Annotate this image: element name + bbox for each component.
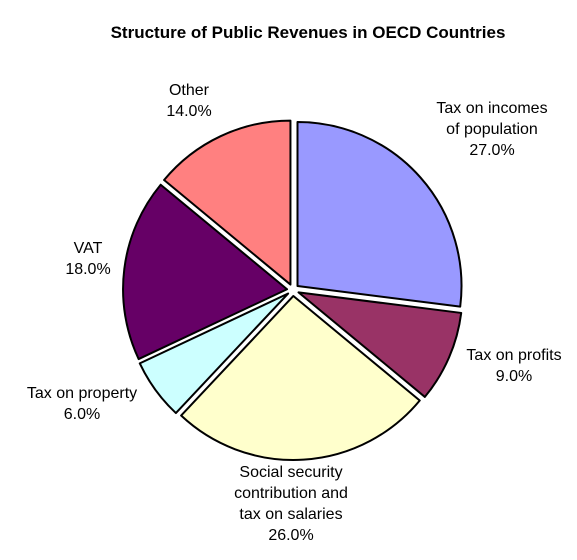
chart-title: Structure of Public Revenues in OECD Cou… [111, 23, 506, 42]
slice-value-label: 26.0% [268, 527, 313, 544]
slice-tax-on-incomes-of-population [296, 121, 463, 308]
slice-name-line: Social security [239, 464, 342, 481]
slice-name-line: VAT [74, 240, 103, 257]
slice-value-label: 18.0% [65, 261, 110, 278]
pie-slices [122, 119, 463, 461]
slice-value-label: 27.0% [469, 142, 514, 159]
slice-name-line: Tax on property [27, 385, 137, 402]
slice-vat-label: VAT 18.0% [65, 240, 110, 278]
slice-name-line: Tax on profits [466, 347, 561, 364]
slice-social-security-contribution-and-tax-on-salaries [180, 294, 421, 461]
slice-tax-on-incomes-of-population-label: Tax on incomes of population 27.0% [436, 100, 547, 159]
slice-vat [122, 183, 289, 361]
pie-labels: Tax on incomes of population 27.0% Tax on p… [27, 82, 562, 544]
slice-tax-on-profits-label: Tax on profits 9.0% [466, 347, 561, 385]
slice-name-line: Tax on incomes [436, 100, 547, 117]
slice-other-label: Other 14.0% [166, 82, 211, 120]
slice-tax-on-property-label: Tax on property 6.0% [27, 385, 137, 423]
slice-tax-on-property [138, 292, 290, 415]
slice-value-label: 14.0% [166, 103, 211, 120]
slice-value-label: 6.0% [64, 406, 100, 423]
slice-name-line: of population [446, 121, 538, 138]
slice-name-line: tax on salaries [239, 506, 342, 523]
slice-other [163, 119, 292, 286]
slice-name-line: contribution and [234, 485, 348, 502]
slice-tax-on-profits [297, 291, 463, 398]
slice-name-line: Other [169, 82, 210, 99]
slice-value-label: 9.0% [496, 368, 532, 385]
slice-social-security-contribution-and-tax-on-salaries-label: Social security contribution and tax on sa… [234, 464, 348, 544]
